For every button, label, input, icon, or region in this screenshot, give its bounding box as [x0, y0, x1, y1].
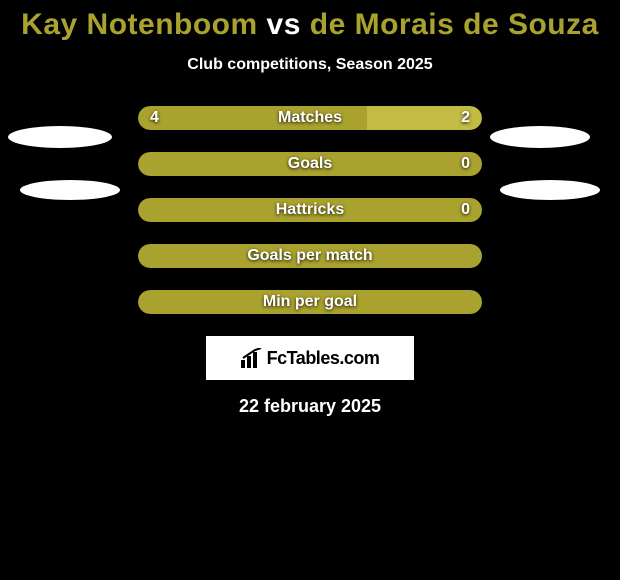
footer-date: 22 february 2025	[0, 396, 620, 417]
stat-bar-track	[138, 198, 482, 222]
stat-right-value: 0	[461, 152, 470, 176]
stat-bar-track	[138, 106, 482, 130]
player1-name: Kay Notenboom	[21, 8, 258, 41]
comparison-title: Kay Notenboom vs de Morais de Souza	[0, 0, 620, 42]
stat-bar-track	[138, 290, 482, 314]
fctables-logo: FcTables.com	[241, 348, 380, 369]
fctables-logo-text: FcTables.com	[267, 348, 380, 369]
player2-name: de Morais de Souza	[310, 8, 599, 41]
stat-bar-left-fill	[138, 198, 482, 222]
stat-row: Min per goal	[138, 290, 482, 314]
stat-row: 0Hattricks	[138, 198, 482, 222]
stat-bar-left-fill	[138, 290, 482, 314]
stat-row: 42Matches	[138, 106, 482, 130]
fctables-logo-box: FcTables.com	[206, 336, 414, 380]
stat-right-value: 2	[461, 106, 470, 130]
stats-area: 42Matches0Goals0HattricksGoals per match…	[0, 106, 620, 314]
stat-row: Goals per match	[138, 244, 482, 268]
stat-bar-track	[138, 152, 482, 176]
vs-text: vs	[267, 8, 301, 41]
stat-right-value: 0	[461, 198, 470, 222]
stat-bar-left-fill	[138, 152, 482, 176]
stat-left-value: 4	[150, 106, 159, 130]
stat-row: 0Goals	[138, 152, 482, 176]
subtitle: Club competitions, Season 2025	[0, 56, 620, 74]
stat-bar-left-fill	[138, 106, 367, 130]
stat-bar-left-fill	[138, 244, 482, 268]
stat-bar-track	[138, 244, 482, 268]
bar-chart-icon	[241, 348, 263, 368]
